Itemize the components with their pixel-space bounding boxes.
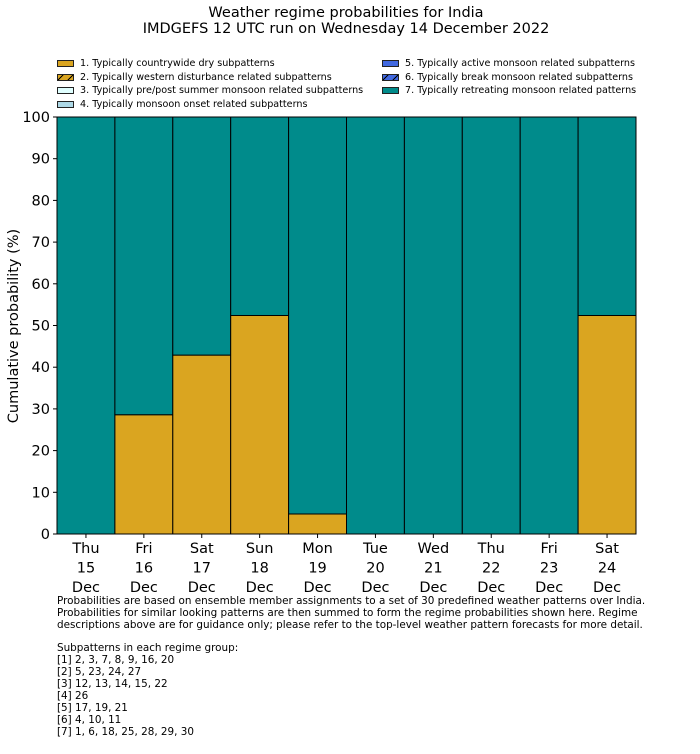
group-line: [1] 2, 3, 7, 8, 9, 16, 20 [57,654,175,666]
legend-swatch-icon [57,100,74,108]
x-tick-label: 16 [135,561,153,577]
group-line: [6] 4, 10, 11 [57,714,122,726]
x-tick-label: Sat [595,541,619,557]
y-axis-label: Cumulative probability (%) [6,229,22,423]
x-tick-label: 21 [424,561,442,577]
footer-note-line: Probabilities for similar looking patter… [57,607,638,619]
x-tick-label: 19 [308,561,326,577]
legend-left: 1. Typically countrywide dry subpatterns… [57,57,363,111]
y-tick-label: 0 [41,527,50,543]
x-tick-label: 22 [482,561,500,577]
footer-groups: Subpatterns in each regime group: [1] 2,… [57,642,238,738]
y-tick-label: 20 [32,444,50,460]
legend-swatch-icon [382,87,399,95]
x-tick-label: Fri [541,541,558,557]
bar-series1-day2 [114,414,174,535]
bar-series7-day6 [346,116,405,535]
x-tick-label: Fri [135,541,152,557]
x-tick-label: Dec [593,580,621,596]
bar-series7-day2 [114,116,174,416]
footer-notes: Probabilities are based on ensemble memb… [57,595,645,631]
y-tick-label: 40 [32,360,50,376]
legend-swatch-icon [57,60,74,68]
legend-swatch-icon [57,87,74,95]
legend-label: 1. Typically countrywide dry subpatterns [80,58,275,70]
bar-series7-day3 [172,116,232,356]
bar-series7-day5 [288,116,348,515]
bar-series1-day4 [230,314,290,535]
bar-series1-day10 [577,314,637,535]
chart-plot: 0 10 20 30 40 50 60 70 80 90 100 Thu 15 Dec Fri 16 Dec Sa… [6,110,637,596]
footer-note-line: Probabilities are based on ensemble memb… [57,595,646,607]
legend-item: 6. Typically break monsoon related subpa… [382,71,636,85]
x-tick-label: Dec [535,580,563,596]
bar-series1-day3 [172,354,232,535]
chart-subtitle: IMDGEFS 12 UTC run on Wednesday 14 Decem… [142,21,550,37]
legend-item: 5. Typically active monsoon related subp… [382,57,636,71]
y-tick-label: 100 [22,110,50,126]
legend-label: 5. Typically active monsoon related subp… [405,58,635,70]
x-tick-label: Thu [71,541,99,557]
x-tick-label: Dec [361,580,389,596]
legend-label: 2. Typically western disturbance related… [80,71,332,83]
y-tick-label: 90 [32,152,50,168]
x-tick-label: 17 [193,561,211,577]
x-tick-label: Sun [246,541,274,557]
group-line: [7] 1, 6, 18, 25, 28, 29, 30 [57,726,194,738]
x-tick-label: Mon [302,541,333,557]
bar-series7-day1 [56,116,116,535]
legend-item: 3. Typically pre/post summer monsoon rel… [57,84,363,98]
x-tick-label: 15 [77,561,95,577]
legend-swatch-icon [382,73,399,81]
legend-label: 7. Typically retreating monsoon related … [405,85,637,97]
y-tick-label: 50 [32,319,50,335]
y-tick-label: 80 [32,193,50,209]
x-tick-label: Tue [362,541,388,557]
legend-label: 3. Typically pre/post summer monsoon rel… [80,85,364,97]
y-tick-label: 60 [32,277,50,293]
bar-series7-day4 [230,116,290,316]
legend-item: 7. Typically retreating monsoon related … [382,84,636,98]
x-tick-label: Dec [419,580,447,596]
x-tick-label: Thu [477,541,505,557]
legend-label: 6. Typically break monsoon related subpa… [405,71,633,83]
x-tick-label: 20 [366,561,384,577]
legend-item: 4. Typically monsoon onset related subpa… [57,98,363,112]
bar-series7-day8 [461,116,521,535]
group-line: [2] 5, 23, 24, 27 [57,666,142,678]
legend-item: 2. Typically western disturbance related… [57,71,363,85]
legend-swatch-icon [57,73,74,81]
group-line: [3] 12, 13, 14, 15, 22 [57,678,168,690]
chart-title: Weather regime probabilities for India [208,5,484,21]
y-tick-label: 70 [32,235,50,251]
x-tick-label: 18 [250,561,268,577]
legend-item: 1. Typically countrywide dry subpatterns [57,57,363,71]
group-line: [5] 17, 19, 21 [57,702,128,714]
groups-heading: Subpatterns in each regime group: [57,642,239,654]
group-line: [4] 26 [57,690,89,702]
bar-series7-day7 [403,116,463,535]
y-tick-label: 30 [32,402,50,418]
legend-swatch-icon [382,60,399,68]
legend-right: 5. Typically active monsoon related subp… [382,57,636,98]
x-tick-label: Dec [188,580,216,596]
y-tick-label: 10 [32,485,50,501]
bar-series7-day10 [577,116,637,316]
footer-note-line: descriptions above are for guidance only… [57,619,643,631]
x-tick-label: Dec [304,580,332,596]
x-tick-label: Dec [130,580,158,596]
x-tick-label: Dec [477,580,505,596]
x-tick-label: Dec [72,580,100,596]
x-tick-label: Wed [418,541,450,557]
bar-series7-day9 [519,116,579,535]
x-tick-label: 23 [540,561,558,577]
x-tick-label: Dec [246,580,274,596]
bar-series1-day5 [288,513,348,535]
legend-label: 4. Typically monsoon onset related subpa… [80,98,308,110]
x-tick-label: Sat [190,541,214,557]
x-tick-label: 24 [598,561,616,577]
